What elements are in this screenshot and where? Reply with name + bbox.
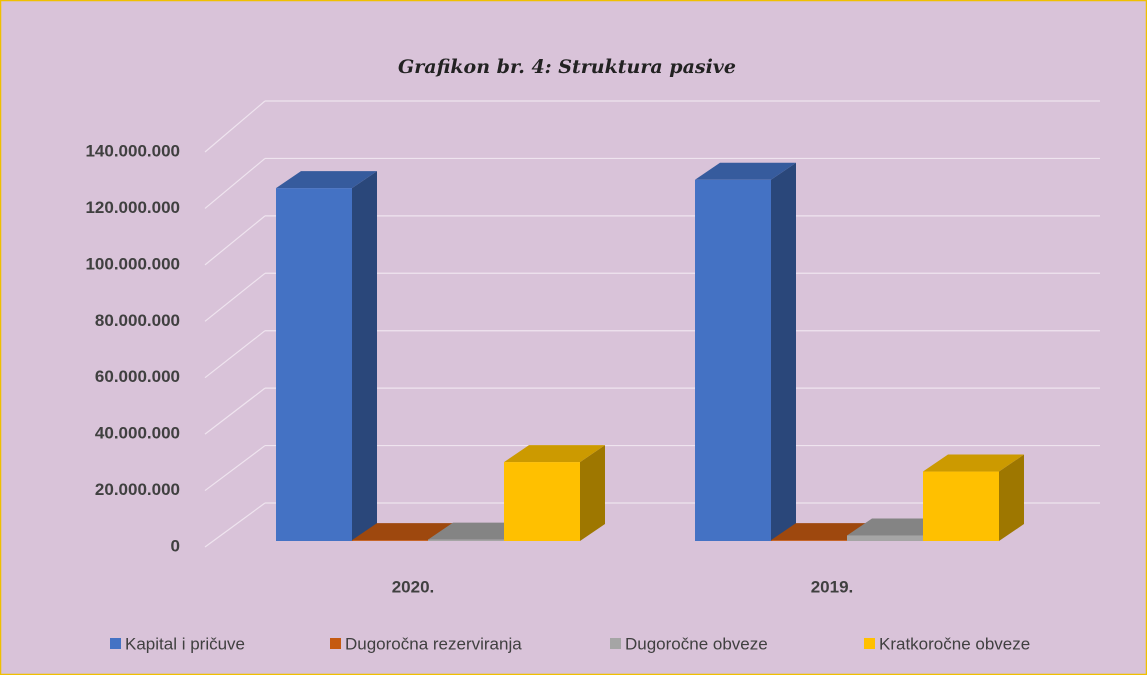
grid-line-side	[204, 330, 266, 379]
bar	[847, 535, 923, 541]
bar-side	[999, 454, 1024, 541]
grid-line-side	[204, 215, 266, 266]
bar-side	[580, 445, 605, 541]
y-tick-label: 20.000.000	[95, 480, 180, 499]
bar-top	[276, 171, 377, 189]
grid-line-side	[204, 100, 266, 153]
x-tick-label: 2019.	[811, 577, 854, 596]
legend-label: Kratkoročne obveze	[879, 634, 1030, 653]
grid-line-side	[204, 502, 266, 548]
y-tick-label: 120.000.000	[85, 198, 180, 217]
legend-swatch	[864, 638, 875, 649]
legend-label: Dugoročne obveze	[625, 634, 768, 653]
bar-top	[847, 518, 948, 536]
bar-side	[352, 171, 377, 541]
legend-label: Kapital i pričuve	[125, 634, 245, 653]
bar	[428, 539, 504, 541]
y-tick-label: 40.000.000	[95, 424, 180, 443]
bar-top	[428, 522, 529, 540]
bar	[352, 540, 428, 541]
bar-side	[771, 162, 796, 542]
grid-line-side	[204, 387, 266, 435]
grid-line-side	[204, 272, 266, 322]
x-tick-label: 2020.	[392, 577, 435, 596]
grid-line-side	[204, 445, 266, 492]
legend-label: Dugoročna rezerviranja	[345, 634, 522, 653]
bar	[771, 540, 847, 541]
bar-top	[923, 454, 1024, 472]
bar-top	[352, 523, 453, 541]
y-tick-label: 60.000.000	[95, 367, 180, 386]
y-tick-label: 140.000.000	[85, 141, 180, 160]
legend-swatch	[610, 638, 621, 649]
bar	[923, 471, 999, 541]
y-tick-label: 80.000.000	[95, 311, 180, 330]
legend-swatch	[330, 638, 341, 649]
bar	[695, 179, 771, 542]
chart-title: Grafikon br. 4: Struktura pasive	[398, 56, 736, 78]
y-tick-label: 0	[171, 536, 180, 555]
bar	[276, 188, 352, 541]
bar-top	[695, 162, 796, 180]
legend-swatch	[110, 638, 121, 649]
bar-top	[771, 523, 872, 541]
bar-top	[504, 445, 605, 463]
grid-line-side	[204, 157, 266, 209]
bar	[504, 462, 580, 541]
y-tick-label: 100.000.000	[85, 254, 180, 273]
